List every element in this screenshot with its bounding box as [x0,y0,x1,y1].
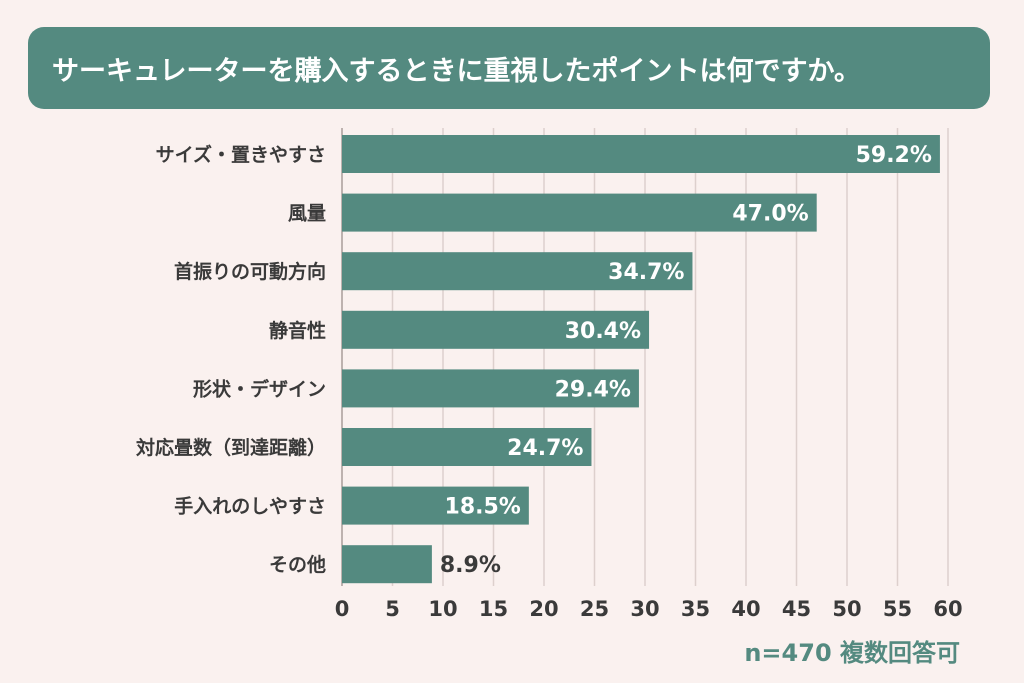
bar-6 [342,486,529,525]
category-label: 形状・デザイン [193,377,326,400]
x-tick-label: 35 [681,597,710,621]
value-label: 59.2% [856,143,932,168]
category-label: 風量 [288,203,326,225]
bar-3 [342,310,650,349]
x-tick-label: 45 [782,597,811,621]
bar-1 [342,193,817,232]
value-label: 47.0% [732,202,808,227]
x-tick-label: 10 [428,597,457,621]
x-tick-label: 25 [580,597,609,621]
value-label: 8.9% [440,553,501,578]
x-tick-label: 60 [933,597,962,621]
bar-5 [342,428,592,466]
bar-2 [342,252,693,291]
category-label: その他 [269,553,326,576]
value-label: 18.5% [445,495,521,520]
category-label: 手入れのしやすさ [174,495,326,518]
category-label: 首振りの可動方向 [174,260,326,283]
bar-7 [342,545,432,584]
title-banner: サーキュレーターを購入するときに重視したポイントは何ですか。 [28,27,990,109]
chart-title: サーキュレーターを購入するときに重視したポイントは何ですか。 [52,55,861,87]
x-tick-label: 50 [832,597,861,621]
x-tick-label: 40 [731,597,760,621]
category-label: サイズ・置きやすさ [156,143,326,166]
x-tick-label: 55 [883,597,912,621]
value-label: 24.7% [507,436,583,461]
bar-0 [342,135,940,173]
x-tick-label: 20 [529,597,558,621]
value-label: 34.7% [608,260,684,285]
bar-4 [342,369,639,408]
x-tick-label: 15 [479,597,508,621]
category-label: 静音性 [269,319,326,342]
x-tick-label: 5 [385,597,400,621]
x-tick-label: 0 [335,597,350,621]
value-label: 30.4% [565,319,641,344]
sample-size-note: n=470 複数回答可 [744,639,960,667]
value-label: 29.4% [555,377,631,402]
x-tick-label: 30 [630,597,659,621]
category-label: 対応畳数（到達距離） [135,436,326,459]
